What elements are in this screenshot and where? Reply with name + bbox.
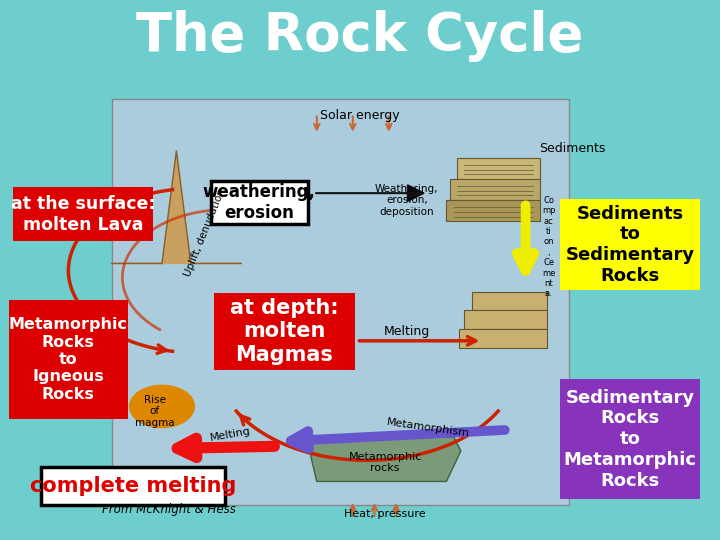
Text: Metamorphic
Rocks
to
Igneous
Rocks: Metamorphic Rocks to Igneous Rocks: [9, 317, 128, 402]
Polygon shape: [302, 437, 461, 482]
Text: at the surface:
molten Lava: at the surface: molten Lava: [11, 195, 155, 234]
Text: Sediments: Sediments: [539, 142, 606, 155]
Bar: [459, 329, 547, 348]
Bar: [560, 380, 700, 499]
Bar: [464, 310, 547, 329]
Bar: [9, 300, 128, 419]
Bar: [472, 292, 547, 310]
Circle shape: [130, 386, 194, 428]
Bar: [450, 179, 540, 200]
Text: Sediments
to
Sedimentary
Rocks: Sediments to Sedimentary Rocks: [565, 205, 695, 285]
Text: complete melting: complete melting: [30, 476, 236, 496]
Text: Metamorphic
rocks: Metamorphic rocks: [348, 452, 422, 474]
Text: Metamorphism: Metamorphism: [386, 417, 471, 438]
Polygon shape: [112, 151, 241, 264]
Bar: [560, 199, 700, 291]
Bar: [210, 181, 308, 224]
Text: weathering,
erosion: weathering, erosion: [203, 183, 315, 222]
Text: Solar energy: Solar energy: [320, 109, 400, 122]
Bar: [112, 99, 569, 505]
Text: at depth:
molten
Magmas: at depth: molten Magmas: [230, 298, 338, 365]
Bar: [446, 200, 540, 221]
Text: The Rock Cycle: The Rock Cycle: [136, 10, 584, 62]
Text: Melting: Melting: [209, 426, 252, 443]
Bar: [215, 293, 355, 370]
Text: From McKnight & Hess: From McKnight & Hess: [102, 503, 236, 516]
Text: Sedimentary
Rocks
to
Metamorphic
Rocks: Sedimentary Rocks to Metamorphic Rocks: [564, 389, 696, 490]
Text: Melting: Melting: [384, 325, 430, 338]
Bar: [42, 467, 225, 505]
Text: Rise
of
magma: Rise of magma: [135, 395, 175, 428]
Text: Heat, pressure: Heat, pressure: [344, 509, 426, 519]
Text: Uplift, denudation: Uplift, denudation: [183, 187, 228, 279]
Text: Co
mp
ac
ti
on
,
Ce
me
nt
a.: Co mp ac ti on , Ce me nt a.: [542, 195, 555, 298]
Bar: [13, 187, 153, 241]
Bar: [457, 158, 540, 179]
Text: Weathering,
erosion,
deposition: Weathering, erosion, deposition: [375, 184, 438, 217]
